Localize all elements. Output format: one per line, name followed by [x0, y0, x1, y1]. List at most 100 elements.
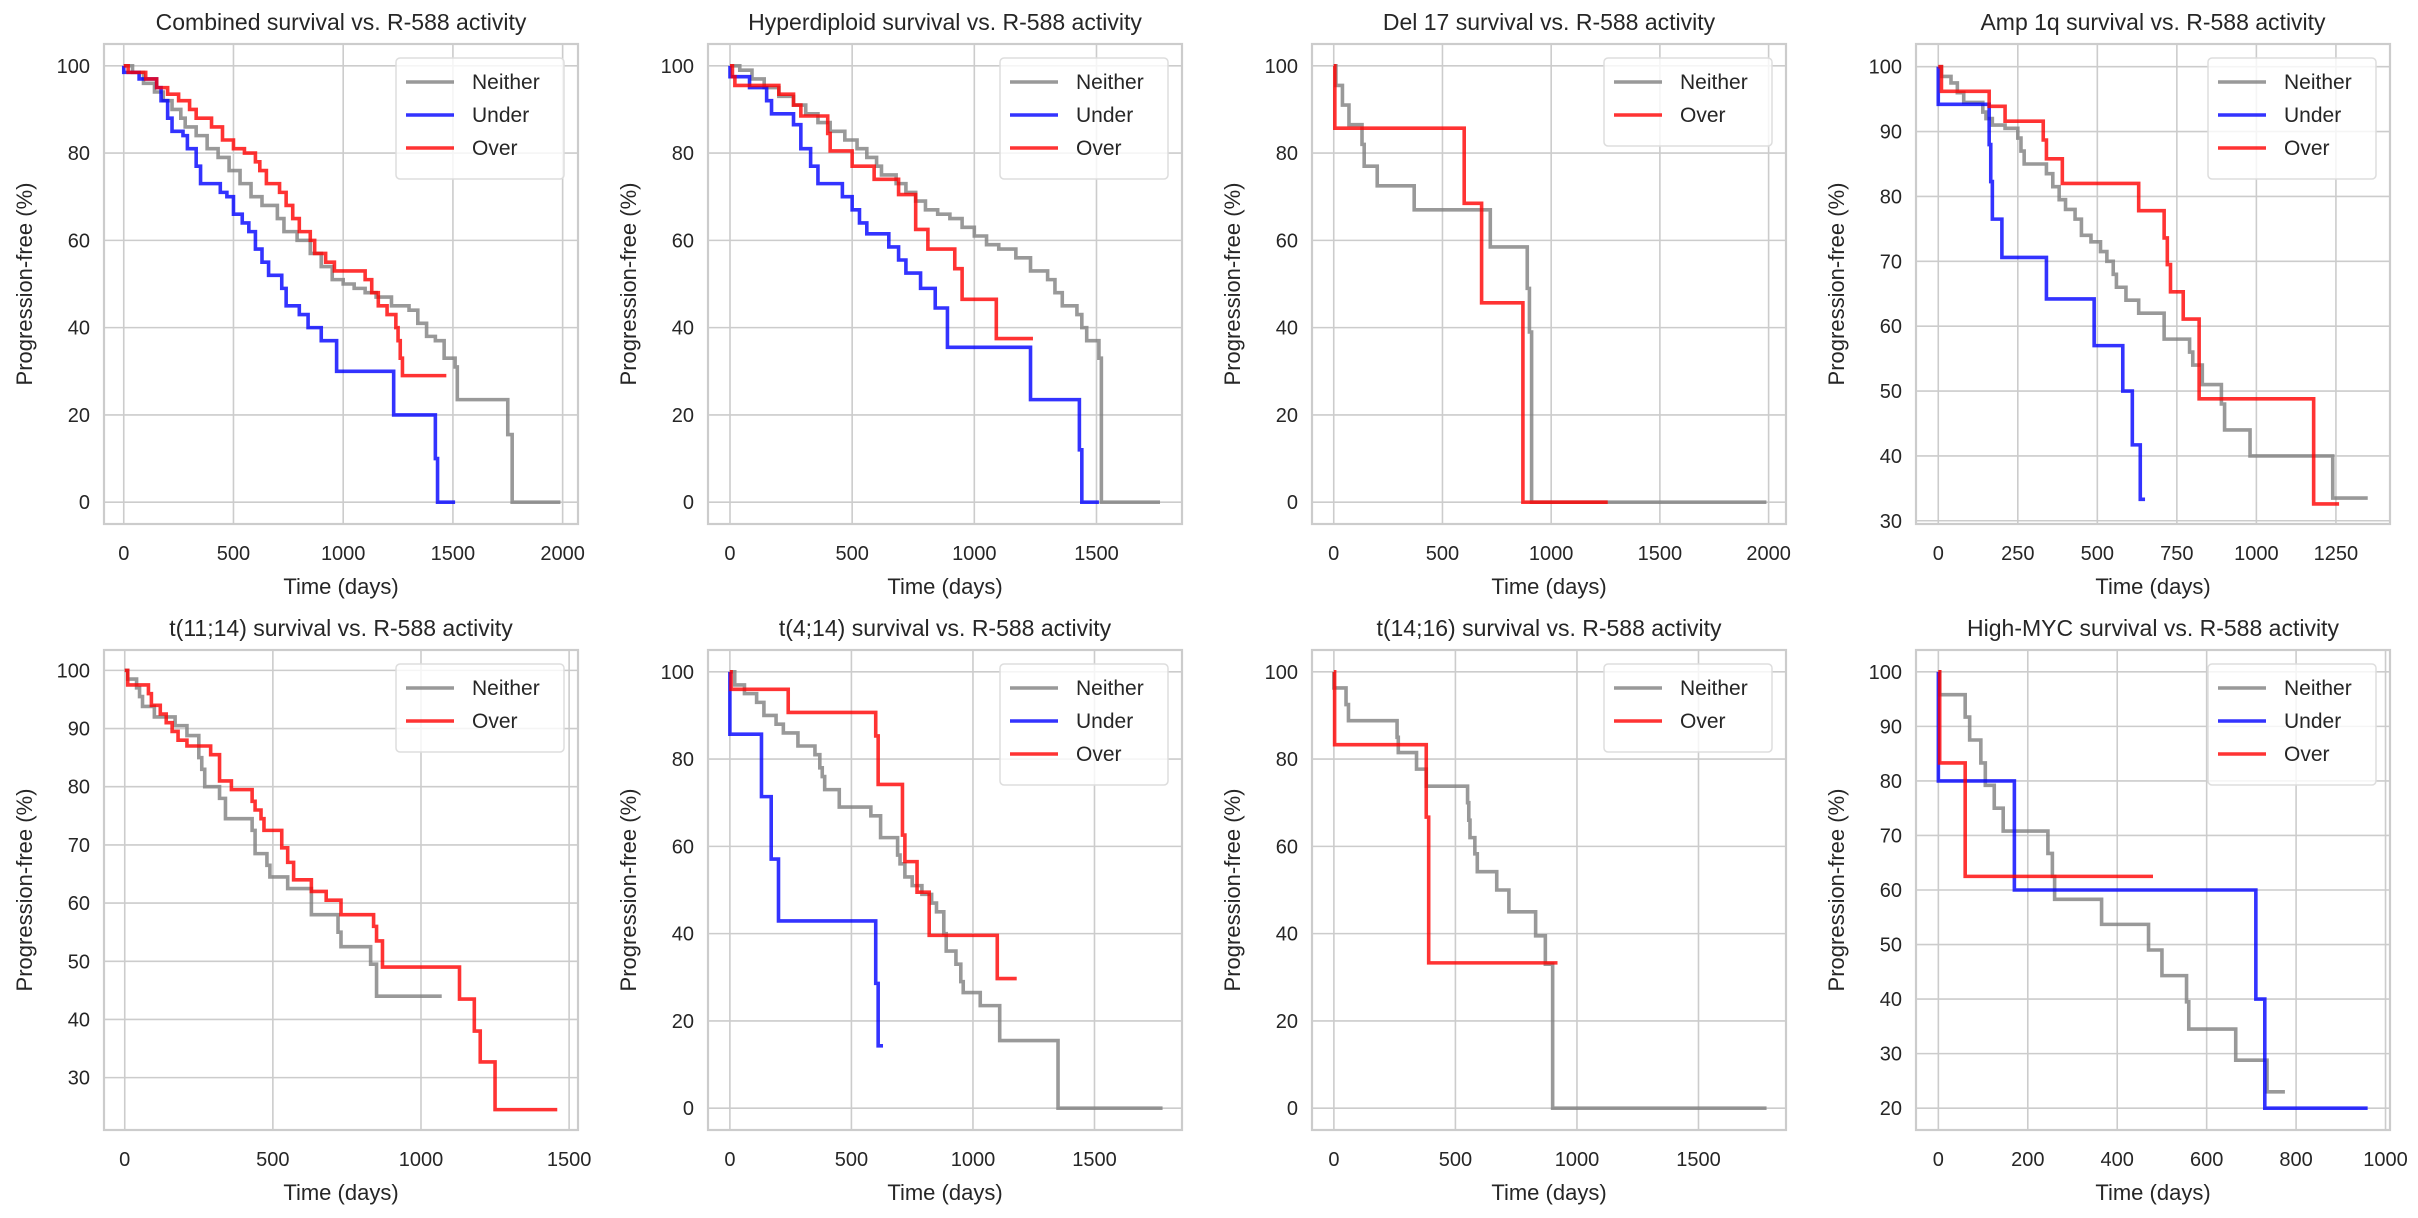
y-tick-label: 100 — [1265, 662, 1298, 684]
y-tick-label: 100 — [1869, 57, 1902, 79]
x-tick-label: 500 — [256, 1149, 289, 1171]
series-line-under — [728, 65, 1099, 504]
y-tick-label: 0 — [79, 492, 90, 514]
survival-panel: 0 500 1000 1500 0 20 40 60 80 100 t(14;16) surviva… — [1220, 615, 1788, 1205]
series-line-neither — [123, 64, 561, 504]
legend: Neither Under Over — [2207, 663, 2377, 786]
y-tick-label: 40 — [68, 318, 90, 340]
chart-title: Amp 1q survival vs. R-588 activity — [1980, 9, 2326, 35]
y-tick-label: 30 — [1880, 1044, 1902, 1066]
legend-label-over: Over — [1680, 104, 1726, 127]
y-tick-label: 50 — [68, 951, 90, 973]
series-line-over — [124, 668, 558, 1112]
legend: Neither Under Over — [999, 57, 1169, 180]
x-tick-label: 2000 — [1746, 543, 1791, 565]
survival-panel: 0 200 400 600 800 1000 20 30 40 50 60 70 80 90 100 High… — [1824, 615, 2408, 1205]
x-tick-label: 0 — [1933, 1149, 1944, 1171]
legend-label-neither: Neither — [1680, 71, 1748, 94]
y-tick-label: 0 — [1287, 492, 1298, 514]
y-axis-label: Progression-free (%) — [1220, 183, 1245, 386]
legend: Neither Under Over — [999, 663, 1169, 786]
legend-label-over: Over — [1076, 137, 1122, 160]
x-tick-label: 0 — [118, 543, 129, 565]
y-tick-label: 40 — [1880, 989, 1902, 1011]
y-tick-label: 40 — [672, 318, 694, 340]
y-axis-label: Progression-free (%) — [12, 789, 37, 992]
x-tick-label: 2000 — [540, 543, 585, 565]
axes-frame — [1310, 648, 1788, 1132]
axes-frame — [706, 648, 1184, 1132]
x-axis-label: Time (days) — [1491, 1180, 1606, 1205]
x-tick-label: 1000 — [2234, 543, 2279, 565]
y-tick-label: 70 — [1880, 251, 1902, 273]
y-tick-label: 100 — [57, 660, 90, 682]
x-tick-label: 0 — [1328, 1149, 1339, 1171]
y-tick-label: 60 — [68, 230, 90, 252]
legend-label-over: Over — [1076, 743, 1122, 766]
x-tick-label: 500 — [835, 1149, 868, 1171]
series-line-over — [1332, 670, 1558, 965]
series-line-over — [729, 64, 1033, 341]
y-tick-label: 40 — [1276, 924, 1298, 946]
legend-label-neither: Neither — [472, 71, 540, 94]
y-tick-label: 60 — [672, 230, 694, 252]
axes-frame — [102, 648, 580, 1132]
y-tick-label: 60 — [672, 836, 694, 858]
chart-title: Combined survival vs. R-588 activity — [156, 9, 527, 35]
chart-title: t(4;14) survival vs. R-588 activity — [779, 615, 1112, 641]
legend-label-under: Under — [2284, 104, 2341, 127]
legend-label-neither: Neither — [1076, 677, 1144, 700]
legend-label-under: Under — [472, 104, 529, 127]
y-tick-label: 100 — [1869, 662, 1902, 684]
series-line-neither — [1332, 671, 1767, 1110]
x-tick-label: 1500 — [547, 1149, 592, 1171]
y-tick-label: 40 — [1276, 318, 1298, 340]
legend-box — [1603, 663, 1773, 753]
legend-label-over: Over — [2284, 743, 2330, 766]
y-tick-label: 80 — [1276, 749, 1298, 771]
survival-panel: 0 500 1000 1500 2000 0 20 40 60 80 100 Del 17 survi… — [1220, 9, 1791, 599]
series-line-neither — [1938, 64, 2368, 500]
y-axis-label: Progression-free (%) — [1824, 183, 1849, 386]
series-line-over — [729, 670, 1017, 981]
y-tick-label: 80 — [672, 143, 694, 165]
series-line-under — [1936, 66, 2146, 502]
series-line-over — [1937, 670, 2153, 879]
x-axis-label: Time (days) — [887, 1180, 1002, 1205]
y-tick-label: 0 — [1287, 1098, 1298, 1120]
x-axis-label: Time (days) — [283, 1180, 398, 1205]
legend-label-over: Over — [1680, 710, 1726, 733]
x-tick-label: 0 — [724, 1149, 735, 1171]
y-tick-label: 0 — [683, 1098, 694, 1120]
x-axis-label: Time (days) — [2095, 1180, 2210, 1205]
x-tick-label: 750 — [2160, 543, 2193, 565]
y-tick-label: 60 — [1880, 316, 1902, 338]
series-line-neither — [124, 668, 442, 998]
series-line-over — [1333, 64, 1608, 504]
series-line-under — [121, 65, 456, 504]
y-tick-label: 90 — [1880, 716, 1902, 738]
y-tick-label: 90 — [1880, 122, 1902, 144]
y-tick-label: 60 — [68, 893, 90, 915]
y-tick-label: 100 — [661, 56, 694, 78]
x-tick-label: 1500 — [1074, 543, 1119, 565]
legend-box — [395, 663, 565, 753]
series-line-neither — [729, 670, 1163, 1110]
y-tick-label: 20 — [1276, 405, 1298, 427]
legend: Neither Under Over — [2207, 57, 2377, 180]
y-tick-label: 30 — [68, 1068, 90, 1090]
y-tick-label: 60 — [1276, 836, 1298, 858]
series-line-neither — [729, 64, 1161, 504]
y-tick-label: 70 — [1880, 825, 1902, 847]
y-tick-label: 20 — [1276, 1011, 1298, 1033]
x-tick-label: 1000 — [321, 543, 366, 565]
series-line-neither — [1333, 64, 1767, 504]
x-tick-label: 250 — [2001, 543, 2034, 565]
legend-label-under: Under — [1076, 104, 1133, 127]
series-line-over — [123, 64, 447, 378]
y-tick-label: 80 — [1880, 186, 1902, 208]
x-tick-label: 0 — [724, 543, 735, 565]
y-tick-label: 70 — [68, 835, 90, 857]
y-tick-label: 80 — [1880, 771, 1902, 793]
legend-label-neither: Neither — [2284, 71, 2352, 94]
